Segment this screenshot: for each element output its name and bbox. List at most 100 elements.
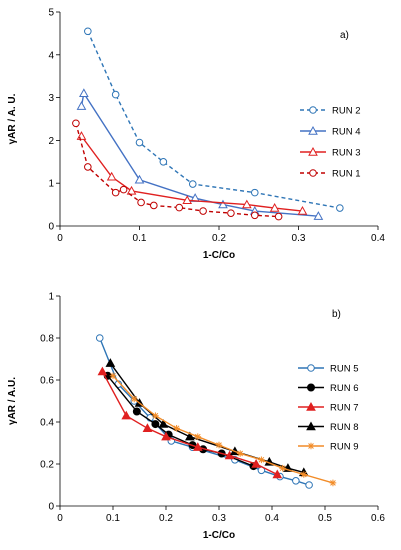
x-axis-label: 1-C/Co (203, 250, 235, 261)
series-run-5-point (95, 334, 104, 342)
series-run-8-point (158, 419, 169, 428)
series-run-9-point (130, 395, 138, 403)
legend-run-4-label: RUN 4 (332, 127, 361, 138)
series-run-1-point (84, 163, 92, 171)
legend-run-4-marker (308, 125, 318, 135)
series-group (72, 27, 344, 221)
y-tick-label: 0 (48, 502, 54, 513)
legend-run-7-label: RUN 7 (330, 403, 359, 414)
series-run-9-point (109, 372, 117, 380)
x-axis-label: 1-C/Co (203, 530, 235, 541)
series-run-8-point (185, 431, 195, 441)
legend-run-3-marker (308, 146, 318, 156)
series-run-9-point (300, 471, 308, 478)
legend-run-7: RUN 7 (298, 401, 359, 414)
series-run-7-point (142, 423, 153, 432)
legend-run-1-label: RUN 1 (332, 169, 361, 180)
y-tick-label: 0 (48, 222, 54, 233)
series-run-9 (109, 372, 337, 487)
series-run-6-point (151, 420, 160, 429)
series-run-1-point (227, 209, 235, 217)
series-run-1-point (199, 207, 207, 215)
legend-run-9-label: RUN 9 (330, 442, 359, 453)
series-run-2-point (336, 204, 344, 212)
legend-run-5-label: RUN 5 (330, 364, 359, 375)
series-run-7-point (161, 431, 171, 441)
legend-run-5-marker (307, 364, 315, 372)
series-run-4 (76, 88, 324, 220)
series-run-9-point (236, 450, 244, 457)
legend-run-3: RUN 3 (300, 146, 361, 159)
x-tick-label: 0.6 (371, 513, 385, 524)
series-run-1-point (119, 185, 128, 194)
series-run-2-point (111, 90, 120, 99)
series-run-7-point (272, 469, 283, 479)
series-run-3-point (297, 205, 308, 215)
series-run-8-line (109, 362, 304, 474)
x-tick-label: 0.4 (265, 513, 279, 524)
series-run-9-point (279, 464, 286, 472)
legend: RUN 2 RUN 4 RUN 3 RUN 1 (300, 106, 361, 180)
chart-b: 0 0.1 0.2 0.3 0.4 0.5 0.6 0 0.2 0.4 0.6 0.8 1 1-C/Co γ… (7, 292, 385, 542)
series-run-4-point (76, 101, 87, 110)
series-run-1-point (111, 188, 120, 197)
axes: 0 0.1 0.2 0.3 0.4 0 1 2 3 4 5 1-C/Co γAR / A. U. (7, 8, 385, 262)
legend-run-8: RUN 8 (298, 421, 359, 433)
series-run-7 (97, 366, 283, 479)
series-run-3-point (241, 199, 252, 209)
series-run-3 (76, 131, 308, 215)
series-run-7-point (121, 410, 132, 420)
x-tick-label: 0.5 (318, 513, 332, 524)
series-run-9-point (152, 412, 159, 419)
series-run-4-point (79, 88, 89, 98)
legend-run-5: RUN 5 (298, 364, 359, 375)
series-group (95, 334, 337, 489)
series-run-2-point (188, 180, 197, 188)
series-run-3-point (269, 202, 280, 212)
series-run-7-point (251, 458, 261, 468)
series-run-5-line (99, 337, 310, 486)
panel-label: a) (340, 30, 349, 41)
legend-run-8-label: RUN 8 (330, 422, 359, 433)
y-tick-label: 2 (48, 136, 54, 147)
series-run-3-point (106, 171, 117, 181)
y-tick-label: 4 (48, 50, 54, 61)
series-run-9-point (258, 456, 265, 464)
series-run-1 (72, 119, 283, 221)
legend-run-1: RUN 1 (300, 169, 361, 180)
x-tick-label: 0.3 (212, 513, 226, 524)
series-run-9-point (173, 425, 180, 432)
y-tick-label: 0.2 (40, 460, 54, 471)
series-run-1-point (274, 212, 283, 221)
series-run-9-point (215, 441, 223, 449)
legend: RUN 5 RUN 6 RUN 7 RUN 8 RUN 9 (298, 364, 359, 453)
series-run-5-point (292, 477, 300, 485)
legend-run-3-label: RUN 3 (332, 148, 361, 159)
y-tick-label: 1 (48, 292, 54, 303)
series-run-9-point (329, 479, 337, 487)
series-run-4-point (313, 211, 324, 220)
series-run-2 (84, 27, 344, 212)
legend-run-7-marker (306, 401, 316, 411)
legend-run-1-marker (309, 169, 317, 177)
x-tick-label: 0.1 (106, 513, 120, 524)
series-run-4-point (134, 174, 145, 184)
series-run-9-point (194, 433, 202, 440)
x-tick-label: 0.2 (212, 233, 226, 244)
y-tick-label: 0.8 (40, 334, 54, 345)
x-tick-label: 0.3 (292, 233, 306, 244)
panel-label: b) (332, 309, 341, 320)
x-tick-label: 0.1 (133, 233, 147, 244)
legend-run-2: RUN 2 (300, 106, 361, 117)
series-run-3-point (182, 195, 193, 205)
x-tick-label: 0.4 (371, 233, 385, 244)
series-run-7-line (101, 371, 278, 476)
series-run-2-point (250, 188, 259, 197)
y-tick-label: 0.4 (40, 418, 54, 429)
series-run-8-point (105, 358, 116, 367)
series-run-6-point (132, 407, 141, 416)
series-run-2-point (159, 158, 168, 166)
series-run-1-point (175, 203, 184, 212)
x-tick-label: 0 (57, 513, 63, 524)
